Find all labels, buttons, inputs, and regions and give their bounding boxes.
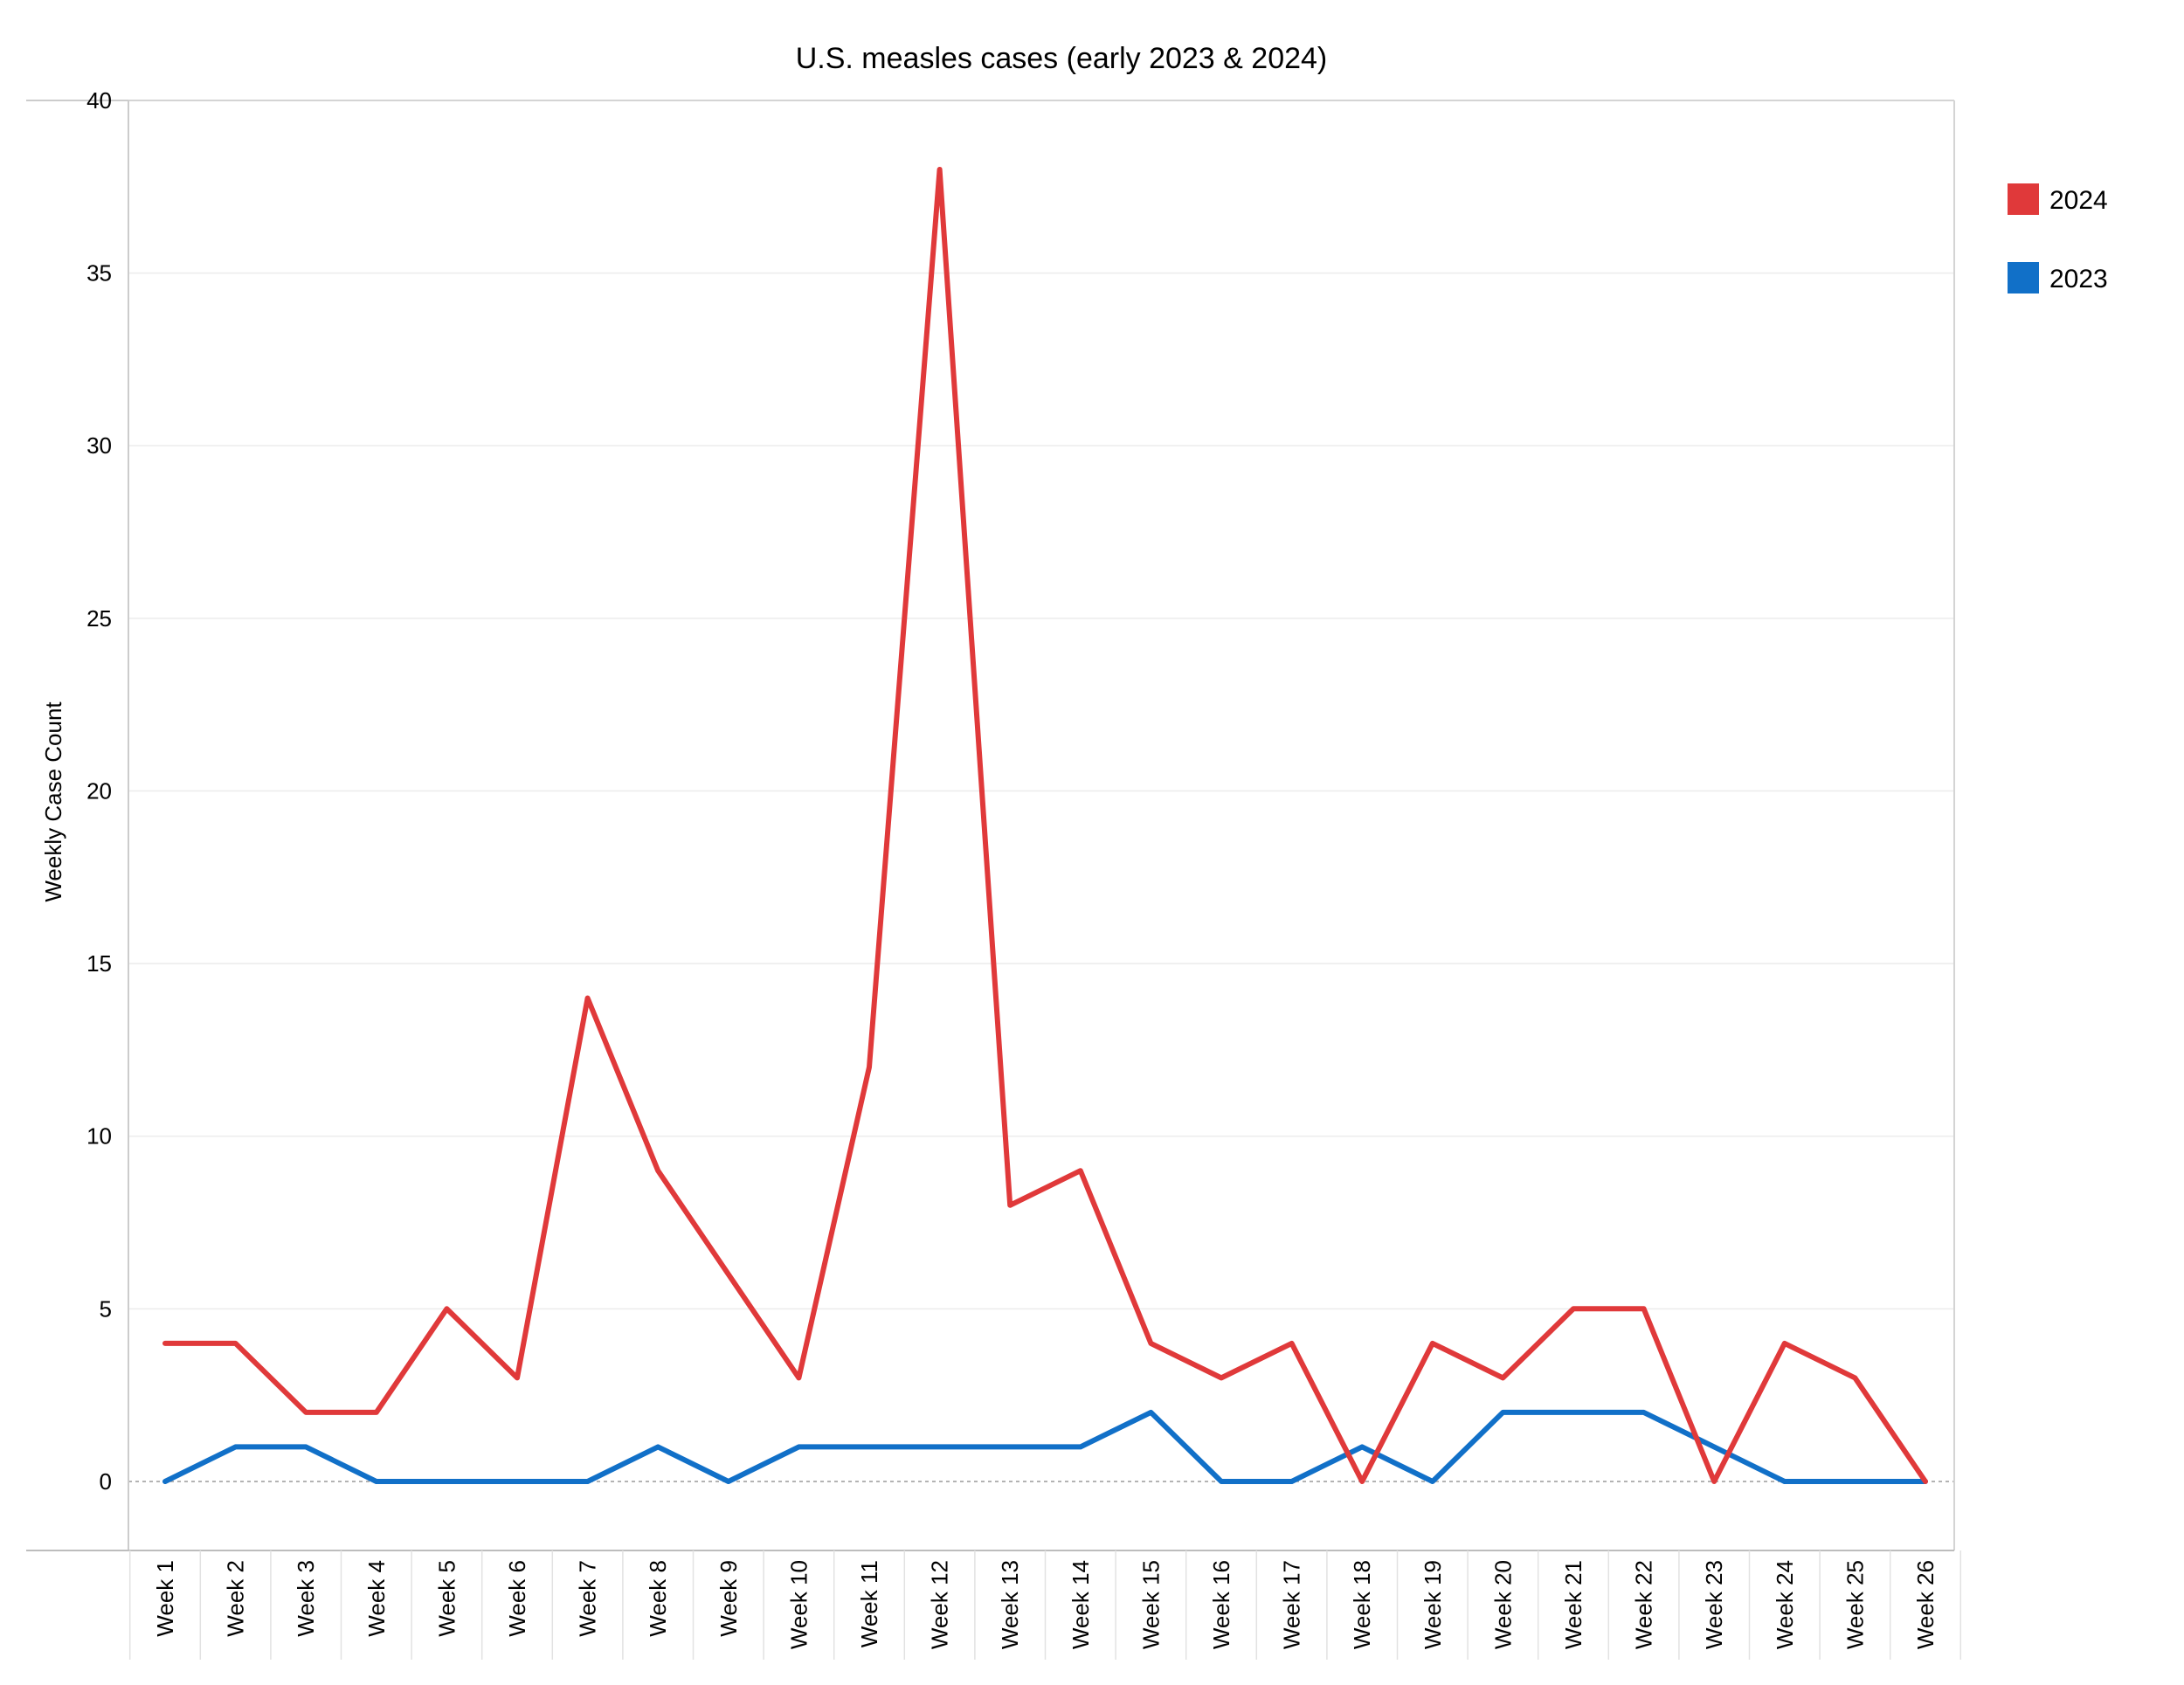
x-tick-label: Week 4 <box>363 1560 390 1637</box>
y-axis-label: Weekly Case Count <box>40 701 66 902</box>
y-tick-label: 30 <box>86 432 112 459</box>
series-lines <box>162 167 1928 1484</box>
y-tick-label: 0 <box>100 1468 112 1495</box>
y-tick-label: 25 <box>86 605 112 632</box>
x-tick-label: Week 6 <box>504 1560 530 1637</box>
y-tick-label: 20 <box>86 777 112 804</box>
y-tick-label: 10 <box>86 1123 112 1150</box>
y-tick-label: 15 <box>86 950 112 977</box>
x-tick-label: Week 21 <box>1560 1560 1586 1649</box>
x-tick-label: Week 3 <box>293 1560 319 1637</box>
x-tick-label: Week 10 <box>785 1560 812 1649</box>
legend-label-2024: 2024 <box>2049 186 2108 215</box>
plot-frame <box>26 100 1955 1551</box>
x-tick-label: Week 9 <box>715 1560 742 1637</box>
x-tick-label: Week 2 <box>223 1560 249 1637</box>
y-axis: 0 5 10 15 20 25 30 35 40 <box>86 87 112 1495</box>
x-tick-label: Week 26 <box>1912 1560 1939 1649</box>
x-tick-label: Week 19 <box>1420 1560 1446 1649</box>
x-tick-label: Week 20 <box>1489 1560 1516 1649</box>
legend-swatch-2024 <box>2008 183 2039 215</box>
y-tick-label: 35 <box>86 260 112 287</box>
x-tick-label: Week 11 <box>856 1560 882 1647</box>
legend-label-2023: 2023 <box>2049 265 2108 293</box>
x-tick-label: Week 5 <box>433 1560 460 1637</box>
series-line-2023 <box>162 1409 1928 1484</box>
x-tick-label: Week 24 <box>1772 1560 1798 1649</box>
y-tick-label: 40 <box>86 87 112 114</box>
y-tick-label: 5 <box>100 1295 112 1322</box>
x-tick-label: Week 17 <box>1279 1560 1305 1649</box>
legend-swatch-2023 <box>2008 262 2039 293</box>
x-tick-label: Week 22 <box>1631 1560 1657 1649</box>
x-tick-label: Week 14 <box>1068 1560 1094 1649</box>
x-tick-label: Week 1 <box>152 1560 178 1637</box>
x-tick-label: Week 12 <box>927 1560 953 1649</box>
chart-title: U.S. measles cases (early 2023 & 2024) <box>796 42 1328 75</box>
x-tick-label: Week 18 <box>1349 1560 1375 1649</box>
legend: 2024 2023 <box>2008 183 2108 293</box>
x-tick-label: Week 7 <box>575 1560 601 1637</box>
x-axis: Week 1 Week 2 Week 3 Week 4 Week 5 Week 6 Week… <box>128 1550 1962 1660</box>
x-tick-label: Week 8 <box>645 1560 671 1637</box>
x-tick-label: Week 15 <box>1137 1560 1164 1649</box>
series-line-2024 <box>162 167 1928 1484</box>
x-tick-label: Week 13 <box>997 1560 1023 1649</box>
x-tick-label: Week 23 <box>1701 1560 1727 1649</box>
gridlines <box>128 100 1954 1482</box>
x-tick-label: Week 25 <box>1842 1560 1868 1649</box>
x-tick-label: Week 16 <box>1208 1560 1234 1649</box>
